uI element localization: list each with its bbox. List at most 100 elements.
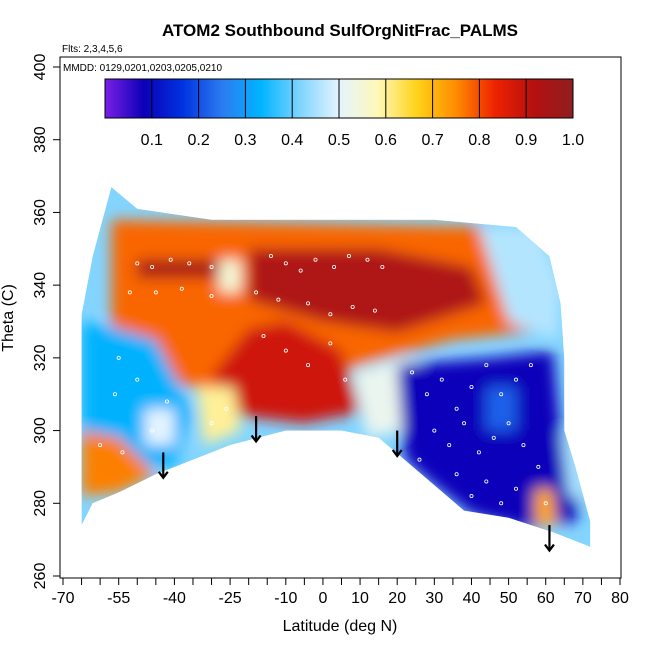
- observation-point: [332, 264, 337, 269]
- observation-point: [283, 261, 288, 266]
- y-axis-label: Theta (C): [0, 284, 17, 352]
- observation-point: [543, 501, 548, 506]
- observation-point: [469, 384, 474, 389]
- observation-point: [150, 428, 155, 433]
- observation-point: [365, 257, 370, 262]
- colorbar-tick-label: 0.7: [421, 132, 443, 149]
- heatmap-region: [144, 408, 175, 446]
- observation-point: [153, 290, 158, 295]
- observation-point: [261, 334, 266, 339]
- heatmap-region: [534, 488, 557, 526]
- colorbar-tick-label: 0.8: [468, 132, 490, 149]
- y-axis-ticks: 260 280 300 320 340 360 380 400: [32, 54, 60, 590]
- heatmap-region: [486, 386, 516, 431]
- observation-point: [536, 464, 541, 469]
- observation-point: [179, 286, 184, 291]
- observation-point: [372, 308, 377, 313]
- observation-point: [298, 268, 303, 273]
- observation-point: [380, 264, 385, 269]
- x-tick-label: 30: [425, 590, 443, 607]
- arrow-head: [544, 543, 555, 553]
- colorbar-tick-label: 0.9: [515, 132, 537, 149]
- observation-point: [514, 486, 519, 491]
- heatmap-region: [219, 259, 242, 293]
- observation-point: [424, 392, 429, 397]
- x-tick-label: 70: [574, 590, 592, 607]
- observation-points: [98, 254, 548, 506]
- observation-point: [268, 254, 273, 259]
- arrow-head: [250, 434, 262, 444]
- observation-point: [350, 304, 355, 309]
- observation-point: [135, 377, 140, 382]
- heatmap-region: [137, 259, 219, 278]
- observation-point: [127, 290, 132, 295]
- x-axis-ticks: -70 -55 -40 -25 -10 0 10 20 30 40 50 60 70 80: [51, 578, 629, 607]
- y-tick-label: 400: [32, 54, 49, 81]
- x-tick-label: 60: [537, 590, 555, 607]
- observation-point: [306, 363, 311, 368]
- observation-point: [491, 435, 496, 440]
- observation-point: [454, 406, 459, 411]
- y-tick-label: 380: [32, 126, 49, 153]
- observation-point: [313, 257, 318, 262]
- observation-point: [306, 301, 311, 306]
- observation-point: [112, 392, 117, 397]
- colorbar: 0.1 0.2 0.3 0.4 0.5 0.6 0.7 0.8 0.9 1.0: [104, 78, 584, 149]
- observation-point: [506, 421, 511, 426]
- observation-point: [484, 363, 489, 368]
- colorbar-tick-label: 0.6: [375, 132, 397, 149]
- observation-point: [528, 363, 533, 368]
- observation-point: [454, 472, 459, 477]
- x-tick-label: 50: [500, 590, 518, 607]
- heatmap-field: [81, 187, 591, 547]
- observation-point: [410, 370, 415, 375]
- observation-point: [514, 377, 519, 382]
- observation-point: [224, 406, 229, 411]
- observation-point: [150, 264, 155, 269]
- observation-point: [432, 428, 437, 433]
- y-tick-label: 320: [32, 344, 49, 371]
- x-tick-label: -55: [107, 590, 130, 607]
- observation-point: [328, 341, 333, 346]
- observation-point: [469, 494, 474, 499]
- x-tick-label: 40: [463, 590, 481, 607]
- colorbar-tick-label: 1.0: [562, 132, 584, 149]
- observation-point: [187, 261, 192, 266]
- observation-point: [343, 377, 348, 382]
- observation-point: [476, 450, 481, 455]
- heatmap-region: [248, 248, 487, 333]
- x-tick-label: 0: [318, 590, 327, 607]
- x-tick-label: 20: [388, 590, 406, 607]
- heatmap-region: [211, 321, 361, 424]
- colorbar-tick-label: 0.1: [141, 132, 163, 149]
- colorbar-tick-label: 0.2: [187, 132, 209, 149]
- x-tick-label: 80: [611, 590, 629, 607]
- y-tick-label: 340: [32, 272, 49, 299]
- arrow-markers: [157, 416, 555, 553]
- arrow-head: [157, 471, 169, 480]
- observation-point: [120, 450, 125, 455]
- dates-note: MMDD: 0129,0201,0203,0205,0210: [63, 63, 222, 74]
- heatmap-regions: [81, 219, 591, 529]
- y-tick-label: 260: [32, 563, 49, 590]
- observation-point: [276, 297, 281, 302]
- observation-point: [209, 294, 214, 299]
- plot-frame: [59, 56, 622, 579]
- observation-point: [168, 257, 173, 262]
- chart-title: ATOM2 Southbound SulfOrgNitFrac_PALMS: [162, 21, 518, 40]
- observation-point: [164, 399, 169, 404]
- observation-point: [499, 392, 504, 397]
- y-tick-label: 300: [32, 417, 49, 444]
- colorbar-tick-label: 0.5: [328, 132, 350, 149]
- observation-point: [98, 443, 103, 448]
- observation-point: [254, 290, 259, 295]
- colorbar-tick-label: 0.4: [281, 132, 303, 149]
- x-axis-label: Latitude (deg N): [283, 618, 398, 635]
- observation-point: [209, 264, 214, 269]
- observation-point: [209, 421, 214, 426]
- y-tick-label: 280: [32, 490, 49, 517]
- colorbar-ticks: 0.1 0.2 0.3 0.4 0.5 0.6 0.7 0.8 0.9 1.0: [141, 79, 584, 149]
- observation-point: [417, 457, 422, 462]
- observation-point: [439, 377, 444, 382]
- x-tick-label: 10: [351, 590, 369, 607]
